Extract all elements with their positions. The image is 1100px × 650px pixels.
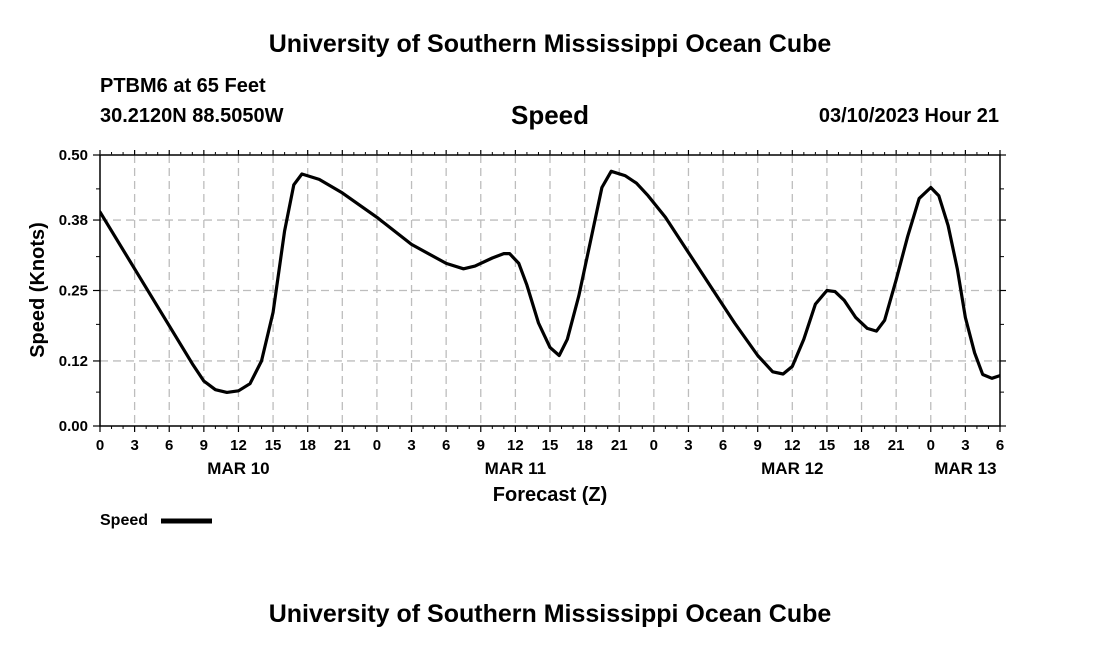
x-tick-label: 0: [373, 437, 381, 454]
x-tick-label: 21: [611, 437, 628, 454]
x-tick-label: 3: [961, 437, 969, 454]
x-tick-label: 18: [853, 437, 870, 454]
x-tick-label: 6: [442, 437, 450, 454]
coordinates-label: 30.2120N 88.5050W: [100, 105, 284, 127]
footer-title: University of Southern Mississippi Ocean…: [268, 600, 832, 628]
y-tick-label: 0.00: [59, 418, 88, 435]
date-label: MAR 13: [934, 459, 996, 478]
x-tick-label: 15: [542, 437, 559, 454]
date-label: MAR 11: [485, 459, 546, 478]
x-tick-label: 9: [200, 437, 208, 454]
x-tick-label: 3: [684, 437, 692, 454]
y-tick-label: 0.38: [59, 212, 88, 229]
x-tick-label: 6: [165, 437, 173, 454]
x-tick-label: 21: [888, 437, 905, 454]
y-tick-label: 0.50: [59, 147, 88, 164]
date-label: MAR 10: [207, 459, 269, 478]
grid-lines: [100, 155, 1000, 426]
x-tick-label: 0: [650, 437, 658, 454]
x-tick-label: 0: [927, 437, 935, 454]
x-tick-label: 9: [477, 437, 485, 454]
x-tick-label: 6: [719, 437, 727, 454]
x-tick-label: 6: [996, 437, 1004, 454]
axis-labels: 0 3 6 9 12 15 18 21 0 3 6 9 12 15 18 21 0 3 6 9 12 15 18 21 0 3 6 0…: [59, 147, 1004, 478]
legend-label: Speed: [100, 512, 148, 529]
x-tick-label: 15: [819, 437, 836, 454]
x-tick-label: 3: [130, 437, 138, 454]
y-tick-label: 0.25: [59, 283, 88, 300]
forecast-datetime: 03/10/2023 Hour 21: [818, 105, 999, 127]
x-tick-label: 12: [507, 437, 524, 454]
x-tick-label: 12: [784, 437, 801, 454]
chart-subtitle: Speed: [510, 100, 590, 130]
y-axis-title: Speed (Knots): [27, 222, 49, 358]
x-tick-label: 12: [230, 437, 247, 454]
series-line-speed: [100, 169, 1000, 394]
plot-frame: [99, 154, 1001, 427]
x-tick-label: 18: [299, 437, 316, 454]
x-axis-title: Forecast (Z): [493, 484, 607, 506]
x-tick-label: 21: [334, 437, 351, 454]
x-tick-label: 9: [754, 437, 762, 454]
x-tick-label: 18: [576, 437, 593, 454]
x-tick-label: 15: [265, 437, 282, 454]
x-tick-label: 3: [407, 437, 415, 454]
date-label: MAR 12: [761, 459, 823, 478]
series-layer: [100, 169, 1000, 394]
x-tick-label: 0: [96, 437, 104, 454]
y-tick-label: 0.12: [59, 353, 88, 370]
page-title: University of Southern Mississippi Ocean…: [268, 30, 832, 58]
station-label: PTBM6 at 65 Feet: [100, 75, 266, 97]
